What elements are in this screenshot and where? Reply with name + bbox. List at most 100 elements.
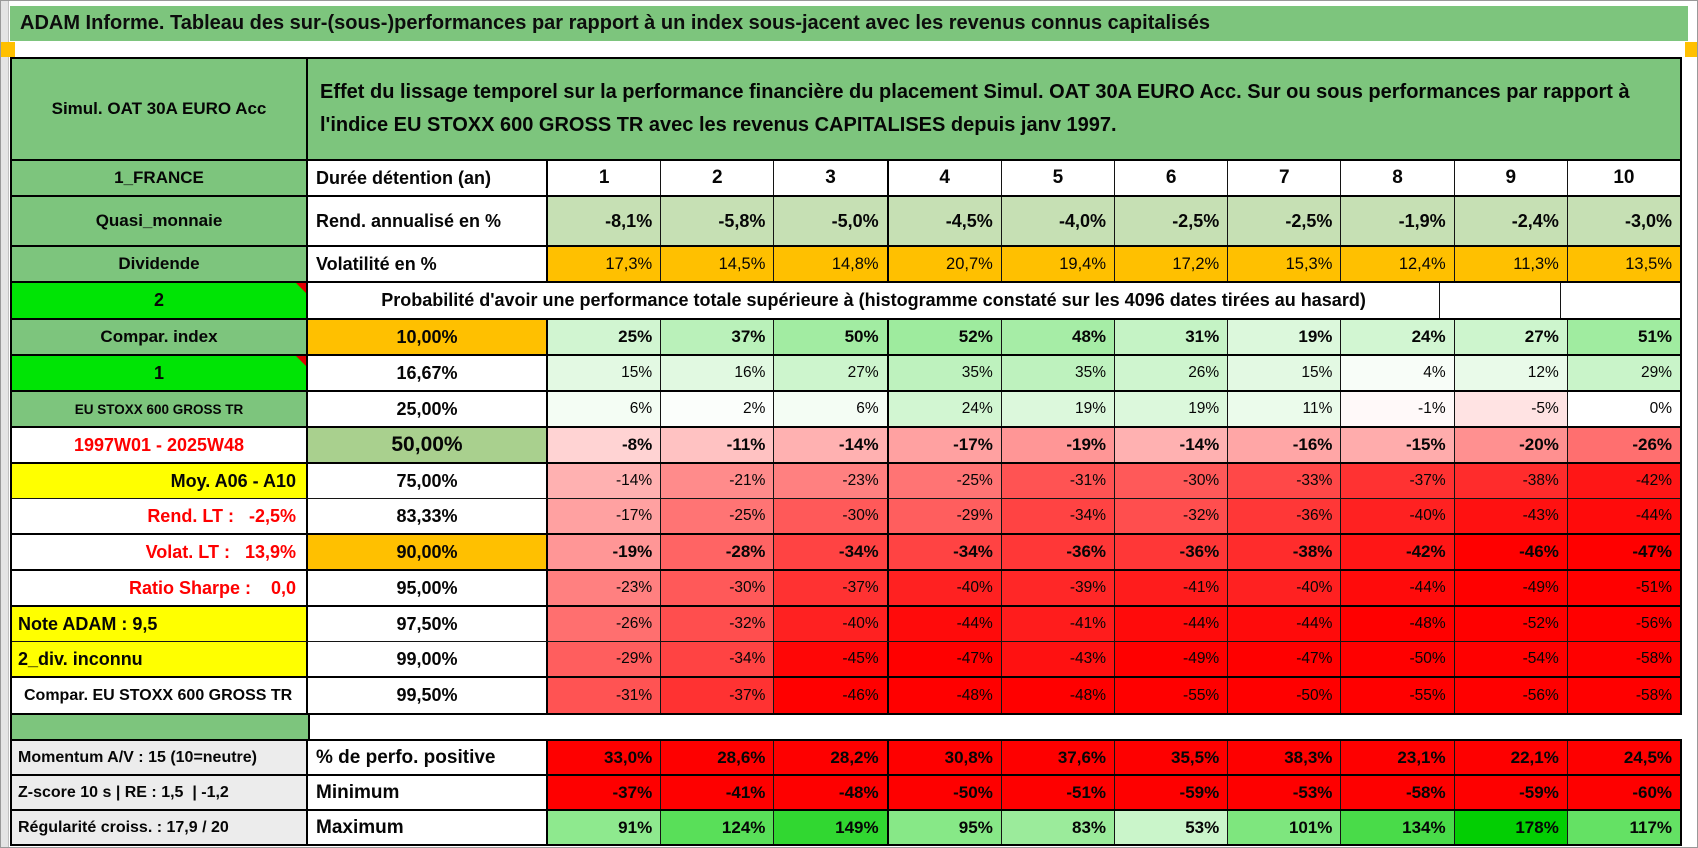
summary-value-cell[interactable]: 149% — [774, 811, 889, 844]
performance-cell[interactable]: -37% — [661, 678, 775, 713]
performance-cell[interactable]: -55% — [1341, 678, 1455, 713]
threshold-cell[interactable]: 99,00% — [308, 642, 548, 676]
row-header-cell[interactable]: Rend. LT : -2,5% — [12, 499, 308, 533]
performance-cell[interactable]: -8% — [548, 428, 662, 462]
performance-cell[interactable]: -42% — [1567, 464, 1681, 498]
performance-cell[interactable]: -23% — [774, 464, 889, 498]
performance-cell[interactable]: -45% — [774, 642, 889, 676]
metric-value-cell[interactable]: 14,5% — [661, 247, 775, 281]
performance-cell[interactable]: -55% — [1115, 678, 1229, 713]
summary-value-cell[interactable]: 53% — [1115, 811, 1229, 844]
performance-cell[interactable]: -48% — [1001, 678, 1116, 713]
performance-cell[interactable]: -29% — [548, 642, 662, 676]
summary-value-cell[interactable]: -58% — [1341, 776, 1455, 809]
summary-value-cell[interactable]: -59% — [1115, 776, 1229, 809]
performance-cell[interactable]: -47% — [888, 642, 1002, 676]
performance-cell[interactable]: -15% — [1341, 428, 1455, 462]
performance-cell[interactable]: -44% — [888, 607, 1002, 641]
performance-cell[interactable]: -14% — [774, 428, 889, 462]
summary-value-cell[interactable]: -60% — [1567, 776, 1681, 809]
performance-cell[interactable]: 19% — [1001, 392, 1116, 426]
performance-cell[interactable]: 24% — [888, 392, 1002, 426]
performance-cell[interactable]: -34% — [1001, 499, 1116, 533]
metric-value-cell[interactable]: 12,4% — [1341, 247, 1455, 281]
performance-cell[interactable]: -1% — [1341, 392, 1455, 426]
performance-cell[interactable]: 27% — [1454, 320, 1568, 354]
performance-cell[interactable]: 29% — [1567, 356, 1681, 390]
summary-metric-cell[interactable]: % de perfo. positive — [308, 741, 548, 774]
summary-value-cell[interactable]: 124% — [661, 811, 775, 844]
performance-cell[interactable]: -25% — [661, 499, 775, 533]
performance-cell[interactable]: 16% — [661, 356, 775, 390]
threshold-cell[interactable]: 10,00% — [308, 320, 548, 354]
performance-cell[interactable]: -37% — [1341, 464, 1455, 498]
performance-cell[interactable]: 48% — [1001, 320, 1116, 354]
summary-metric-cell[interactable]: Maximum — [308, 811, 548, 844]
performance-cell[interactable]: -44% — [1567, 499, 1681, 533]
threshold-cell[interactable]: 90,00% — [308, 535, 548, 569]
performance-cell[interactable]: -54% — [1454, 642, 1568, 676]
performance-cell[interactable]: -48% — [1341, 607, 1455, 641]
duration-col-header[interactable]: 9 — [1454, 161, 1568, 195]
performance-cell[interactable]: -47% — [1567, 535, 1681, 569]
report-description-cell[interactable]: Effet du lissage temporel sur la perform… — [308, 59, 1680, 159]
metric-value-cell[interactable]: 15,3% — [1228, 247, 1342, 281]
performance-cell[interactable]: 50% — [774, 320, 889, 354]
summary-value-cell[interactable]: -51% — [1001, 776, 1116, 809]
performance-cell[interactable]: -43% — [1454, 499, 1568, 533]
performance-cell[interactable]: -32% — [1115, 499, 1229, 533]
threshold-cell[interactable]: 75,00% — [308, 464, 548, 498]
performance-cell[interactable]: -30% — [1115, 464, 1229, 498]
summary-value-cell[interactable]: -41% — [661, 776, 775, 809]
performance-cell[interactable]: -16% — [1228, 428, 1342, 462]
summary-value-cell[interactable]: -37% — [548, 776, 662, 809]
row-header-cell[interactable]: Moy. A06 - A10 — [12, 464, 308, 498]
performance-cell[interactable]: -30% — [774, 499, 889, 533]
performance-cell[interactable]: 24% — [1341, 320, 1455, 354]
metric-value-cell[interactable]: 17,2% — [1115, 247, 1229, 281]
performance-cell[interactable]: -43% — [1001, 642, 1116, 676]
summary-value-cell[interactable]: -59% — [1454, 776, 1568, 809]
performance-cell[interactable]: -38% — [1454, 464, 1568, 498]
metric-value-cell[interactable]: -2,5% — [1228, 197, 1342, 245]
performance-cell[interactable]: -38% — [1228, 535, 1342, 569]
performance-cell[interactable]: -51% — [1567, 571, 1681, 605]
performance-cell[interactable]: -58% — [1567, 642, 1681, 676]
performance-cell[interactable]: -31% — [1001, 464, 1116, 498]
performance-cell[interactable]: 31% — [1115, 320, 1229, 354]
summary-value-cell[interactable]: 178% — [1454, 811, 1568, 844]
threshold-cell[interactable]: 99,50% — [308, 678, 548, 713]
summary-metric-cell[interactable]: Minimum — [308, 776, 548, 809]
performance-cell[interactable]: -28% — [661, 535, 775, 569]
row-header-cell[interactable]: Compar. EU STOXX 600 GROSS TR — [12, 678, 308, 713]
performance-cell[interactable]: -36% — [1228, 499, 1342, 533]
performance-cell[interactable]: -49% — [1115, 642, 1229, 676]
performance-cell[interactable]: 15% — [548, 356, 662, 390]
performance-cell[interactable]: 51% — [1567, 320, 1681, 354]
summary-value-cell[interactable]: 134% — [1341, 811, 1455, 844]
performance-cell[interactable]: -26% — [548, 607, 662, 641]
row-header-cell[interactable]: Volat. LT : 13,9% — [12, 535, 308, 569]
metric-label-cell[interactable]: Rend. annualisé en % — [308, 197, 548, 245]
summary-value-cell[interactable]: -53% — [1228, 776, 1342, 809]
metric-value-cell[interactable]: 17,3% — [548, 247, 662, 281]
performance-cell[interactable]: 27% — [774, 356, 889, 390]
performance-cell[interactable]: -50% — [1341, 642, 1455, 676]
summary-value-cell[interactable]: 83% — [1001, 811, 1116, 844]
performance-cell[interactable]: -56% — [1454, 678, 1568, 713]
empty-cell[interactable] — [1440, 283, 1561, 318]
probability-band-cell[interactable]: Probabilité d'avoir une performance tota… — [308, 283, 1440, 318]
performance-cell[interactable]: -40% — [774, 607, 889, 641]
performance-cell[interactable]: 35% — [1001, 356, 1116, 390]
threshold-cell[interactable]: 95,00% — [308, 571, 548, 605]
duration-header-cell[interactable]: Durée détention (an) — [308, 161, 548, 195]
performance-cell[interactable]: 19% — [1228, 320, 1342, 354]
summary-value-cell[interactable]: 24,5% — [1567, 741, 1681, 774]
performance-cell[interactable]: 37% — [661, 320, 775, 354]
performance-cell[interactable]: -14% — [1115, 428, 1229, 462]
metric-value-cell[interactable]: -4,0% — [1001, 197, 1116, 245]
threshold-cell[interactable]: 25,00% — [308, 392, 548, 426]
region-cell[interactable]: 1_FRANCE — [12, 161, 308, 195]
summary-value-cell[interactable]: 117% — [1567, 811, 1681, 844]
summary-value-cell[interactable]: 33,0% — [548, 741, 662, 774]
